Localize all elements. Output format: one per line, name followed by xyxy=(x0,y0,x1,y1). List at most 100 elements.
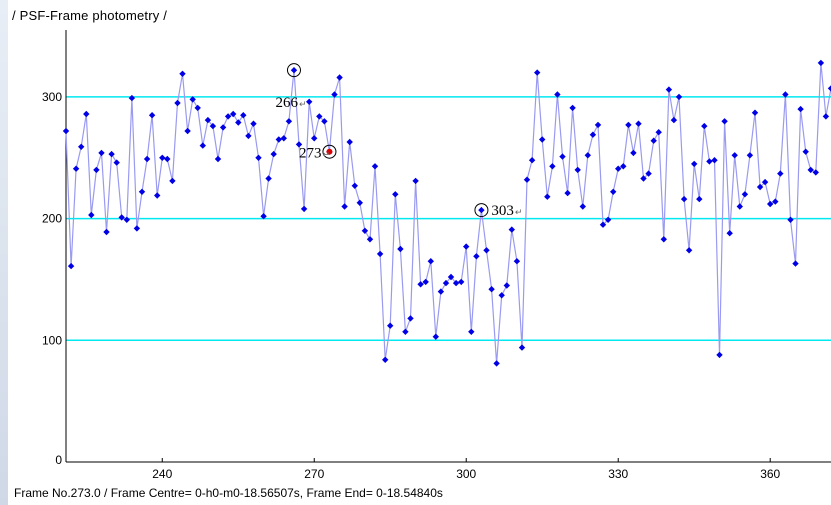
data-point-306 xyxy=(493,360,500,367)
data-point-313 xyxy=(528,157,536,164)
data-point-318 xyxy=(554,91,561,98)
data-point-294 xyxy=(432,333,439,340)
x-tick-label-300: 300 xyxy=(456,467,476,481)
data-point-342 xyxy=(675,93,683,101)
data-point-281 xyxy=(366,236,374,243)
data-point-298 xyxy=(452,279,460,287)
data-point-353 xyxy=(731,152,738,159)
data-point-245 xyxy=(184,127,191,135)
data-point-272 xyxy=(321,118,328,125)
return-mark-icon: ↵ xyxy=(322,151,330,161)
data-point-321 xyxy=(569,104,576,112)
data-point-367 xyxy=(802,148,809,155)
annotation-label-303: 303 xyxy=(491,203,513,219)
data-point-361 xyxy=(772,198,779,205)
data-point-351 xyxy=(721,118,728,125)
data-point-358 xyxy=(756,183,764,191)
data-point-363 xyxy=(782,91,789,98)
data-point-241 xyxy=(164,155,171,163)
data-point-237 xyxy=(143,155,151,163)
data-point-317 xyxy=(549,163,556,170)
data-point-329 xyxy=(610,188,617,195)
data-point-359 xyxy=(761,178,769,186)
data-point-238 xyxy=(148,112,156,119)
page-title: / PSF-Frame photometry / xyxy=(12,8,168,23)
data-point-280 xyxy=(361,227,369,234)
data-point-332 xyxy=(625,121,632,129)
data-point-288 xyxy=(402,328,409,335)
data-point-316 xyxy=(544,193,551,200)
data-point-228 xyxy=(98,149,105,157)
data-point-293 xyxy=(427,258,434,265)
data-point-258 xyxy=(250,120,257,127)
data-point-299 xyxy=(458,278,465,286)
data-point-347 xyxy=(701,122,708,130)
data-point-300 xyxy=(463,243,470,250)
data-point-277 xyxy=(346,138,353,146)
data-point-289 xyxy=(407,315,414,322)
data-point-278 xyxy=(351,182,358,189)
annotation-ring-303 xyxy=(474,203,489,218)
data-point-227 xyxy=(93,166,100,174)
data-point-264 xyxy=(280,135,287,142)
data-point-292 xyxy=(422,278,429,286)
data-point-226 xyxy=(88,211,95,219)
data-point-330 xyxy=(615,165,622,172)
data-point-239 xyxy=(154,192,161,199)
data-point-232 xyxy=(118,214,125,221)
data-point-307 xyxy=(498,292,505,299)
data-point-231 xyxy=(113,159,120,166)
data-point-221 xyxy=(62,127,70,135)
annotation-ring-273 xyxy=(322,144,337,159)
data-point-254 xyxy=(230,110,237,118)
data-point-283 xyxy=(376,250,384,258)
data-point-223 xyxy=(72,165,80,172)
data-point-322 xyxy=(574,166,581,174)
y-tick-label-300: 300 xyxy=(42,90,62,104)
data-point-266 xyxy=(290,67,298,74)
data-point-350 xyxy=(716,351,723,359)
data-point-236 xyxy=(138,188,146,195)
data-point-343 xyxy=(680,195,688,203)
data-point-274 xyxy=(331,91,338,98)
data-point-261 xyxy=(265,175,272,182)
data-point-233 xyxy=(123,216,130,223)
data-point-249 xyxy=(204,116,212,124)
data-point-320 xyxy=(564,189,571,197)
data-point-346 xyxy=(696,195,703,203)
data-point-304 xyxy=(483,247,490,254)
data-point-297 xyxy=(447,273,455,281)
data-point-276 xyxy=(341,203,348,210)
data-point-352 xyxy=(726,230,733,237)
data-series xyxy=(62,59,831,367)
data-point-229 xyxy=(103,228,110,236)
data-point-319 xyxy=(559,153,566,160)
data-point-309 xyxy=(508,226,515,233)
data-point-224 xyxy=(78,143,85,150)
data-point-325 xyxy=(589,131,597,138)
data-point-246 xyxy=(189,96,196,103)
annotation-label-266: 266 xyxy=(275,95,298,111)
data-point-340 xyxy=(665,86,673,93)
data-point-225 xyxy=(83,110,90,118)
data-point-263 xyxy=(275,136,282,143)
y-tick-label-100: 100 xyxy=(42,333,62,347)
data-point-290 xyxy=(412,177,419,185)
data-point-303 xyxy=(478,206,485,214)
data-point-222 xyxy=(67,262,75,270)
data-point-251 xyxy=(214,155,222,163)
data-point-365 xyxy=(792,260,799,267)
series-line xyxy=(65,62,831,364)
data-point-230 xyxy=(108,150,115,158)
data-point-265 xyxy=(285,118,293,125)
data-point-336 xyxy=(645,170,652,177)
data-point-286 xyxy=(392,191,399,198)
data-point-296 xyxy=(442,279,450,287)
data-point-345 xyxy=(691,160,698,168)
data-point-341 xyxy=(670,116,678,124)
grid-lines xyxy=(66,96,831,342)
y-tick-label-200: 200 xyxy=(42,212,62,226)
data-point-349 xyxy=(711,157,718,164)
data-point-326 xyxy=(594,121,602,129)
